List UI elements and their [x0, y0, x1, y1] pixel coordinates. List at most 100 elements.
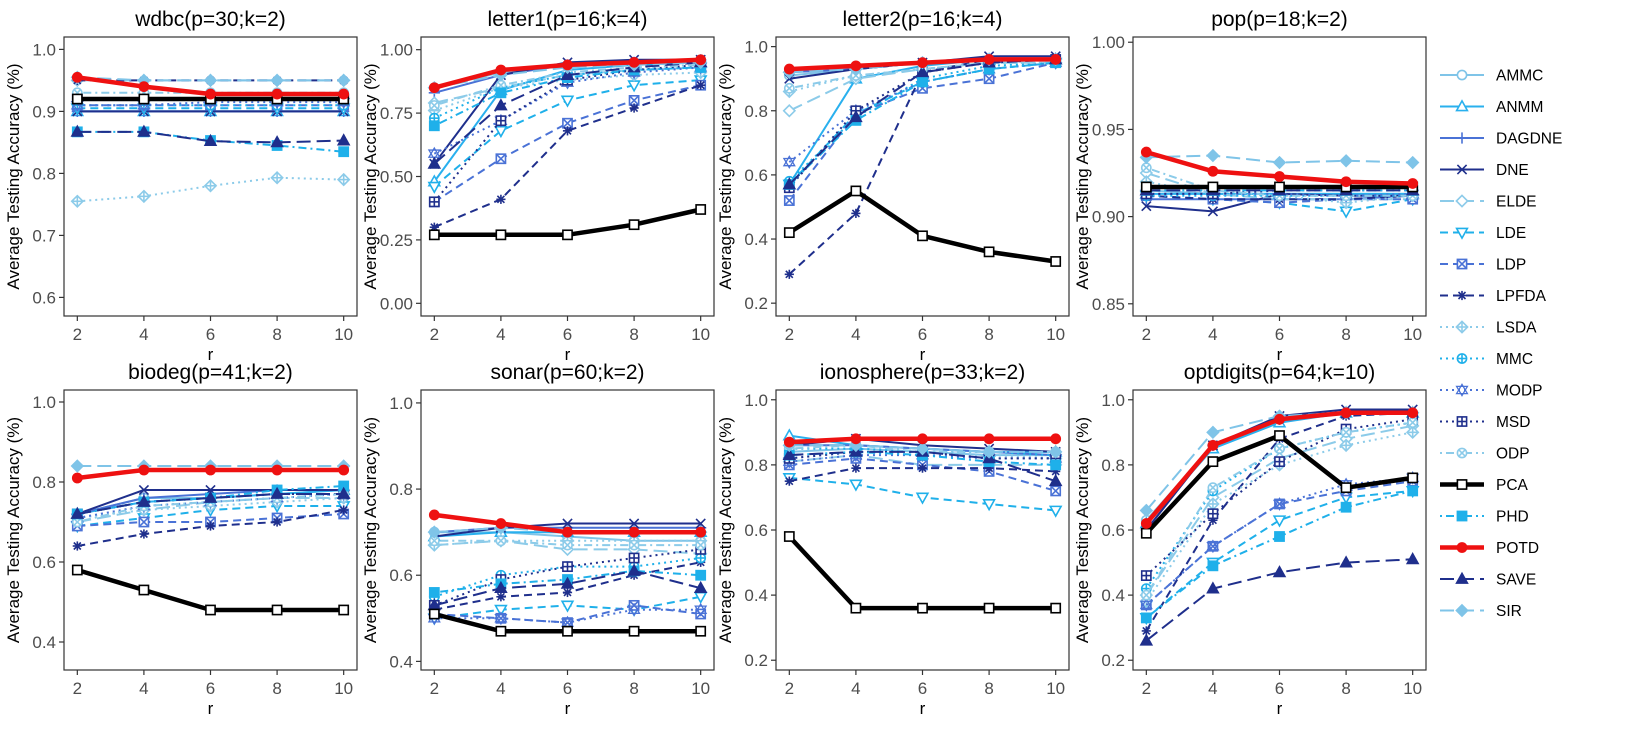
- point-modp: [1139, 597, 1153, 612]
- point-pca: [695, 625, 707, 637]
- point-ldp: [1050, 485, 1062, 497]
- point-potd: [983, 54, 995, 65]
- point-pca: [1140, 181, 1152, 193]
- series-line-ldp: [433, 84, 701, 203]
- point-save: [137, 494, 151, 507]
- legend-item-save: SAVE: [1440, 572, 1536, 589]
- point-lde: [560, 95, 575, 108]
- y-tick-label: 0.8: [389, 480, 413, 499]
- point-dne: [1207, 206, 1219, 217]
- legend-label: SIR: [1496, 603, 1522, 620]
- point-pca: [783, 531, 795, 542]
- point-potd: [338, 88, 350, 100]
- point-lpfda: [272, 517, 282, 527]
- legend-key-marker: [1455, 99, 1469, 112]
- series-pca: [71, 564, 350, 616]
- point-phd: [695, 569, 707, 581]
- point-sir: [1339, 154, 1353, 168]
- x-tick-label: 2: [73, 679, 82, 698]
- x-tick-label: 6: [1275, 679, 1284, 698]
- y-tick-label: 0.6: [744, 521, 768, 540]
- point-sir: [849, 438, 863, 453]
- point-pca: [428, 608, 440, 620]
- point-odp: [562, 539, 573, 551]
- y-tick-label: 0.6: [744, 166, 768, 185]
- point-potd: [71, 472, 83, 484]
- point-pca: [783, 227, 795, 239]
- point-save: [1048, 473, 1063, 487]
- y-tick-label: 0.75: [380, 104, 413, 123]
- point-save: [494, 580, 508, 594]
- x-tick-label: 4: [1208, 679, 1217, 698]
- y-tick-label: 0.95: [1092, 120, 1125, 139]
- point-potd: [271, 464, 283, 476]
- point-lsda: [270, 171, 284, 185]
- point-pca: [1340, 482, 1352, 494]
- x-tick-label: 4: [496, 325, 505, 344]
- point-save: [203, 490, 218, 503]
- x-axis-title: r: [565, 345, 571, 364]
- legend-item-ldp: LDP: [1440, 257, 1526, 274]
- legend-key-marker: [1455, 320, 1469, 334]
- legend-key-marker: [1455, 194, 1469, 208]
- series-potd: [428, 509, 707, 538]
- x-axis-title: r: [208, 699, 214, 718]
- x-tick-label: 6: [1275, 325, 1284, 344]
- point-pca: [495, 625, 507, 637]
- point-lpfda: [339, 505, 349, 515]
- legend-item-lpfda: LPFDA: [1440, 288, 1547, 305]
- point-pca: [495, 229, 507, 241]
- legend-label: MMC: [1496, 351, 1533, 368]
- point-pca: [695, 204, 707, 215]
- point-pca: [1140, 527, 1152, 539]
- point-save: [427, 156, 442, 169]
- point-odp: [1207, 482, 1219, 494]
- point-pca: [1207, 181, 1219, 193]
- legend-label: ANMM: [1496, 99, 1543, 116]
- point-potd: [205, 88, 216, 100]
- series-group: [782, 51, 1063, 279]
- point-potd: [1050, 433, 1062, 445]
- point-lpfda: [496, 194, 506, 204]
- point-phd: [428, 587, 440, 598]
- point-lde: [849, 479, 863, 492]
- panel-title: letter2(p=16;k=4): [843, 8, 1003, 31]
- point-lpfda: [851, 208, 861, 218]
- series-line-sir: [434, 61, 701, 89]
- point-sir: [1139, 503, 1154, 518]
- y-tick-label: 1.0: [32, 40, 56, 59]
- legend-label: PHD: [1496, 509, 1529, 526]
- point-save: [1206, 581, 1220, 594]
- y-tick-label: 0.8: [32, 473, 56, 492]
- panel-title: optdigits(p=64;k=10): [1184, 361, 1375, 384]
- series-group: [427, 509, 708, 637]
- point-save: [1405, 552, 1420, 565]
- point-dne: [562, 518, 573, 529]
- point-modp: [494, 611, 508, 626]
- legend-key-marker: [1455, 603, 1469, 618]
- point-lsda: [70, 194, 85, 209]
- series-save: [1139, 552, 1420, 646]
- point-lpfda: [496, 592, 506, 602]
- point-save: [137, 124, 151, 137]
- point-potd: [850, 60, 862, 72]
- point-potd: [1340, 407, 1352, 419]
- point-save: [849, 109, 863, 123]
- series-line-modp: [434, 608, 701, 624]
- legend-item-anmm: ANMM: [1440, 99, 1543, 116]
- legend-key-marker: [1456, 164, 1468, 175]
- y-tick-label: 0.8: [32, 164, 56, 183]
- legend-key-marker: [1456, 132, 1468, 144]
- point-pca: [1050, 256, 1062, 267]
- y-axis-title: Average Testing Accuracy (%): [4, 63, 23, 289]
- y-tick-label: 0.50: [380, 168, 413, 187]
- series-potd: [71, 71, 350, 100]
- panel-ionosphere-p-33-k-2: ionosphere(p=33;k=2) 0.2 0.4 0.6 0.8 1.0 2 4 6 8 1…: [716, 361, 1070, 718]
- x-tick-label: 10: [334, 679, 353, 698]
- y-tick-label: 0.6: [32, 553, 56, 572]
- x-axis-title: r: [920, 699, 926, 718]
- point-potd: [1140, 146, 1152, 158]
- point-pca: [1050, 602, 1062, 614]
- point-odp: [1274, 443, 1285, 455]
- point-lsda: [137, 189, 151, 204]
